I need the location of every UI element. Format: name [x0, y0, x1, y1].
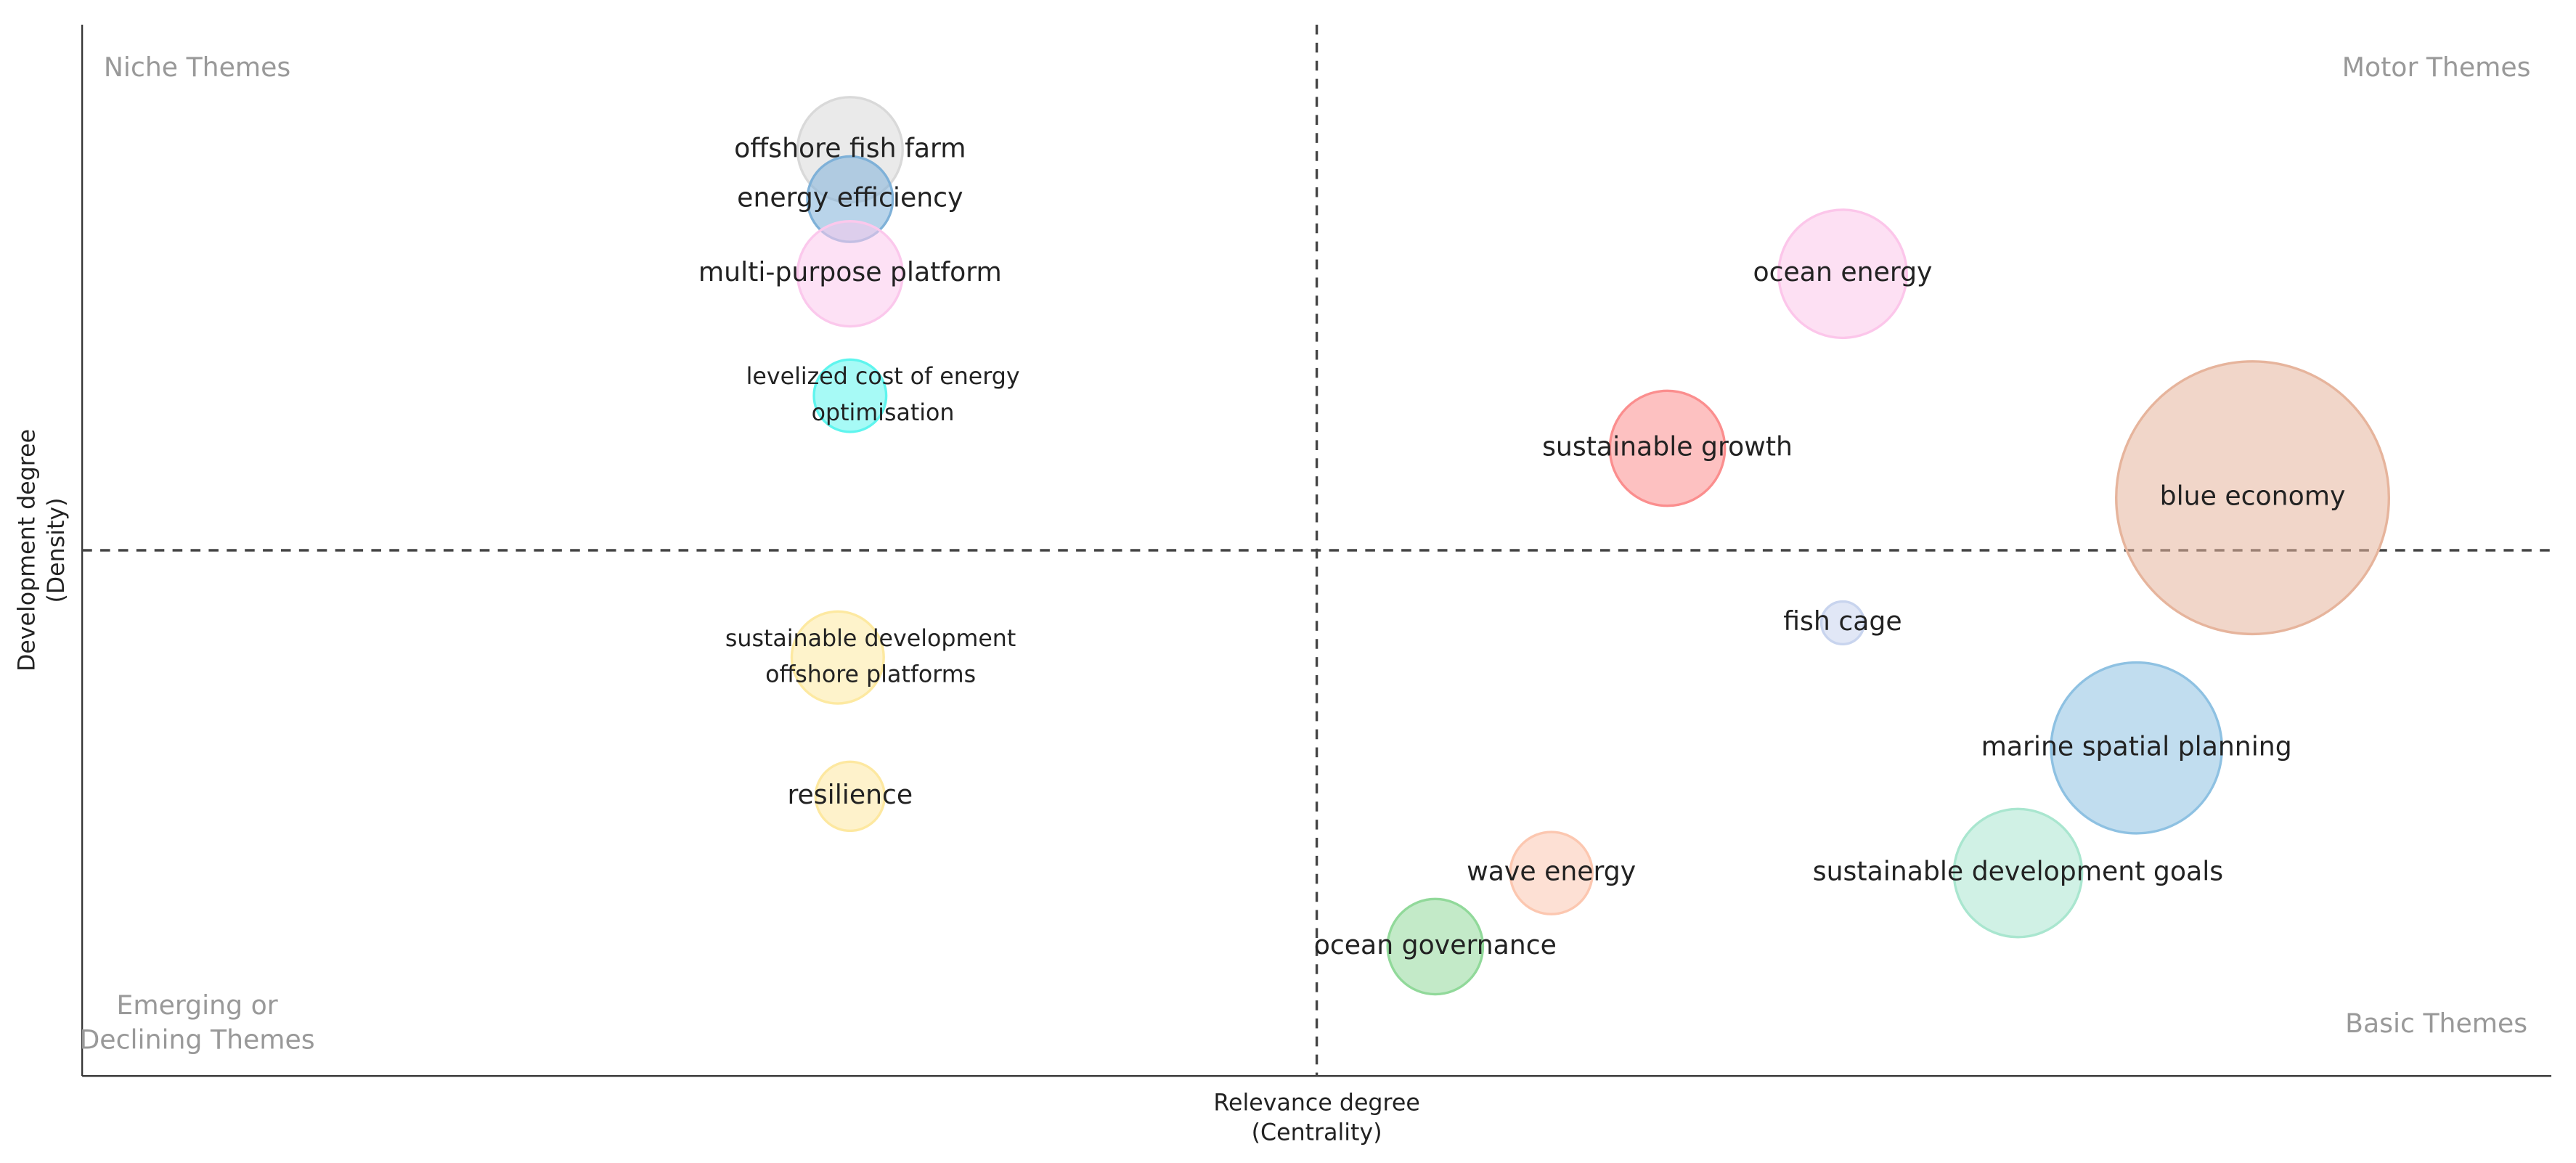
bubble: [1608, 389, 1727, 507]
quadrant-label: Declining Themes: [79, 1024, 314, 1056]
x-axis-title: Relevance degree: [1213, 1090, 1419, 1117]
bubble-label: offshore platforms: [765, 662, 976, 688]
bubble: [1777, 208, 1908, 340]
bubble-label: sustainable development goals: [1813, 856, 2223, 887]
bubble: [796, 220, 904, 328]
bubble-label: offshore fish farm: [734, 132, 966, 163]
bubble: [790, 610, 885, 705]
bubble: [1952, 807, 2084, 939]
bubble-label: optimisation: [812, 400, 955, 426]
quadrant-label: Emerging or: [117, 989, 278, 1021]
bubble-label: multi-purpose platform: [698, 256, 1002, 287]
bubble: [812, 358, 888, 433]
bubble: [2115, 360, 2391, 636]
quadrant-label: Niche Themes: [104, 52, 290, 83]
bubble: [1819, 600, 1866, 646]
bubble-label: blue economy: [2160, 481, 2346, 512]
bubble: [2050, 661, 2224, 835]
bubble-label: ocean energy: [1753, 256, 1932, 287]
bubble-label: resilience: [787, 779, 913, 810]
bubble: [1386, 897, 1485, 996]
y-axis-title: Development degree: [15, 429, 41, 672]
x-axis-title: (Centrality): [1252, 1119, 1382, 1146]
bubble: [814, 760, 886, 833]
bubble-label: energy efficiency: [737, 181, 963, 213]
bubble-label: sustainable growth: [1542, 431, 1793, 462]
bubble-label: marine spatial planning: [1981, 730, 2292, 762]
bubble-label: fish cage: [1783, 605, 1902, 637]
bubble-label: wave energy: [1467, 856, 1636, 887]
bubble-label: sustainable development: [725, 626, 1016, 652]
y-axis-title: (Density): [44, 497, 70, 603]
quadrant-label: Motor Themes: [2342, 52, 2531, 83]
bubble-label: ocean governance: [1314, 929, 1557, 960]
quadrant-label: Basic Themes: [2345, 1008, 2527, 1039]
bubble: [1509, 831, 1594, 915]
bubble-label: levelized cost of energy: [746, 364, 1020, 390]
